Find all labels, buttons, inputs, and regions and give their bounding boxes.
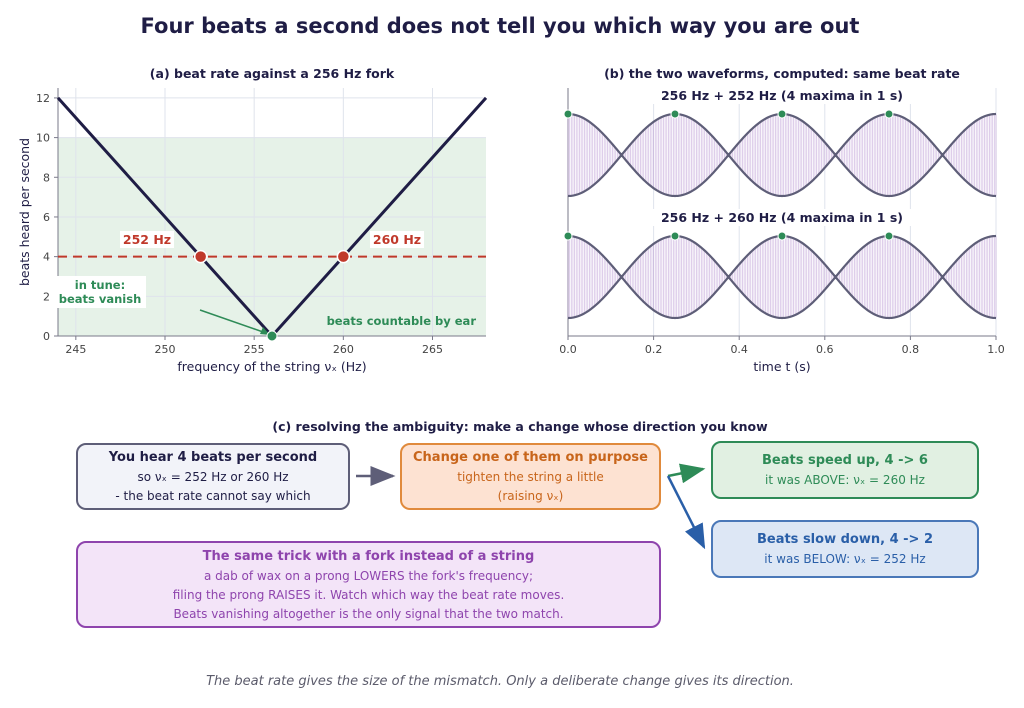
point-252 [193, 249, 208, 264]
waveform-fill [567, 114, 997, 196]
x-tick-label: 0.6 [816, 343, 834, 356]
in-tune-label-2: beats vanish [59, 292, 142, 306]
x-tick-label: 260 [333, 343, 354, 356]
speed-up-line2: it was ABOVE: νₓ = 260 Hz [765, 473, 925, 487]
x-tick-label: 255 [244, 343, 265, 356]
fork-line2: a dab of wax on a prong LOWERS the fork'… [203, 568, 534, 583]
in-tune-label: in tune: [75, 278, 125, 292]
hear-box: You hear 4 beats per second so νₓ = 252 … [76, 443, 350, 510]
fork-title: The same trick with a fork instead of a … [202, 548, 535, 564]
y-tick-label: 8 [43, 171, 50, 184]
x-tick-label: 1.0 [987, 343, 1005, 356]
speed-up-box: Beats speed up, 4 -> 6 it was ABOVE: νₓ … [711, 441, 979, 499]
maximum-marker [563, 231, 573, 241]
x-tick-label: 265 [422, 343, 443, 356]
change-title: Change one of them on purpose [413, 450, 648, 465]
label-252: 252 Hz [123, 232, 171, 247]
x-tick-label: 0.2 [645, 343, 663, 356]
hear-title: You hear 4 beats per second [108, 450, 318, 465]
maximum-marker [884, 231, 894, 241]
maximum-marker [777, 109, 787, 119]
bottom-waveform-label-bg [638, 209, 926, 226]
panel-c-title: (c) resolving the ambiguity: make a chan… [272, 419, 768, 434]
y-tick-label: 6 [43, 211, 50, 224]
x-axis-label: time t (s) [753, 359, 810, 374]
change-box: Change one of them on purpose tighten th… [400, 443, 661, 510]
in-tune-point [266, 330, 278, 342]
slow-down-line2: it was BELOW: νₓ = 252 Hz [764, 552, 926, 566]
y-tick-label: 12 [36, 92, 50, 105]
footer-caption: The beat rate gives the size of the mism… [206, 674, 794, 689]
maximum-marker [884, 109, 894, 119]
panel-a-title: (a) beat rate against a 256 Hz fork [149, 66, 395, 81]
x-tick-label: 0.0 [559, 343, 577, 356]
in-tune-pointer [199, 309, 267, 334]
top-waveform-label-bg [638, 87, 926, 104]
envelope-lower [567, 154, 997, 198]
envelope-lower [567, 276, 997, 320]
countable-label: beats countable by ear [327, 314, 477, 328]
x-tick-label: 0.4 [730, 343, 748, 356]
hear-line2: so νₓ = 252 Hz or 260 Hz [137, 470, 289, 484]
label-260-bg [370, 231, 424, 248]
panel-b-title: (b) the two waveforms, computed: same be… [604, 66, 960, 81]
page-title: Four beats a second does not tell you wh… [140, 14, 860, 38]
maximum-marker [670, 231, 680, 241]
slow-down-box: Beats slow down, 4 -> 2 it was BELOW: νₓ… [711, 520, 979, 578]
change-line2: tighten the string a little [457, 470, 604, 484]
waveform-fill [567, 236, 997, 318]
slow-down-title: Beats slow down, 4 -> 2 [756, 532, 934, 547]
y-tick-label: 4 [43, 251, 50, 264]
fork-line4: Beats vanishing altogether is the only s… [173, 606, 564, 621]
maximum-marker [670, 109, 680, 119]
arrow-to-speed-up [667, 463, 706, 484]
speed-up-title: Beats speed up, 4 -> 6 [762, 453, 928, 468]
hear-line3: - the beat rate cannot say which [115, 489, 311, 503]
point-260 [336, 249, 351, 264]
label-252-bg [120, 231, 174, 248]
fork-line3: filing the prong RAISES it. Watch which … [172, 587, 565, 602]
fork-box: The same trick with a fork instead of a … [76, 541, 661, 628]
maximum-marker [563, 109, 573, 119]
y-tick-label: 0 [43, 330, 50, 343]
in-tune-label-bg [54, 276, 146, 308]
y-tick-label: 2 [43, 290, 50, 303]
arrow-to-slow-down [666, 475, 706, 550]
label-260: 260 Hz [373, 232, 421, 247]
y-axis-label: beats heard per second [17, 138, 32, 286]
waveforms-chart: 0.0 0.2 0.4 0.6 0.8 1.0 time t (s) 256 Hz + 252… [559, 87, 1005, 374]
change-line3: (raising νₓ) [497, 489, 564, 503]
x-tick-label: 0.8 [902, 343, 920, 356]
top-waveform-label: 256 Hz + 252 Hz (4 maxima in 1 s) [661, 88, 903, 103]
x-tick-label: 245 [65, 343, 86, 356]
y-tick-label: 10 [36, 132, 50, 145]
x-axis-label: frequency of the string νₓ (Hz) [177, 359, 366, 374]
bottom-waveform-label: 256 Hz + 260 Hz (4 maxima in 1 s) [661, 210, 903, 225]
x-tick-label: 250 [155, 343, 176, 356]
beat-rate-chart: 245 250 255 260 265 0 2 4 6 8 10 12 frequency of the… [17, 88, 488, 374]
maximum-marker [777, 231, 787, 241]
